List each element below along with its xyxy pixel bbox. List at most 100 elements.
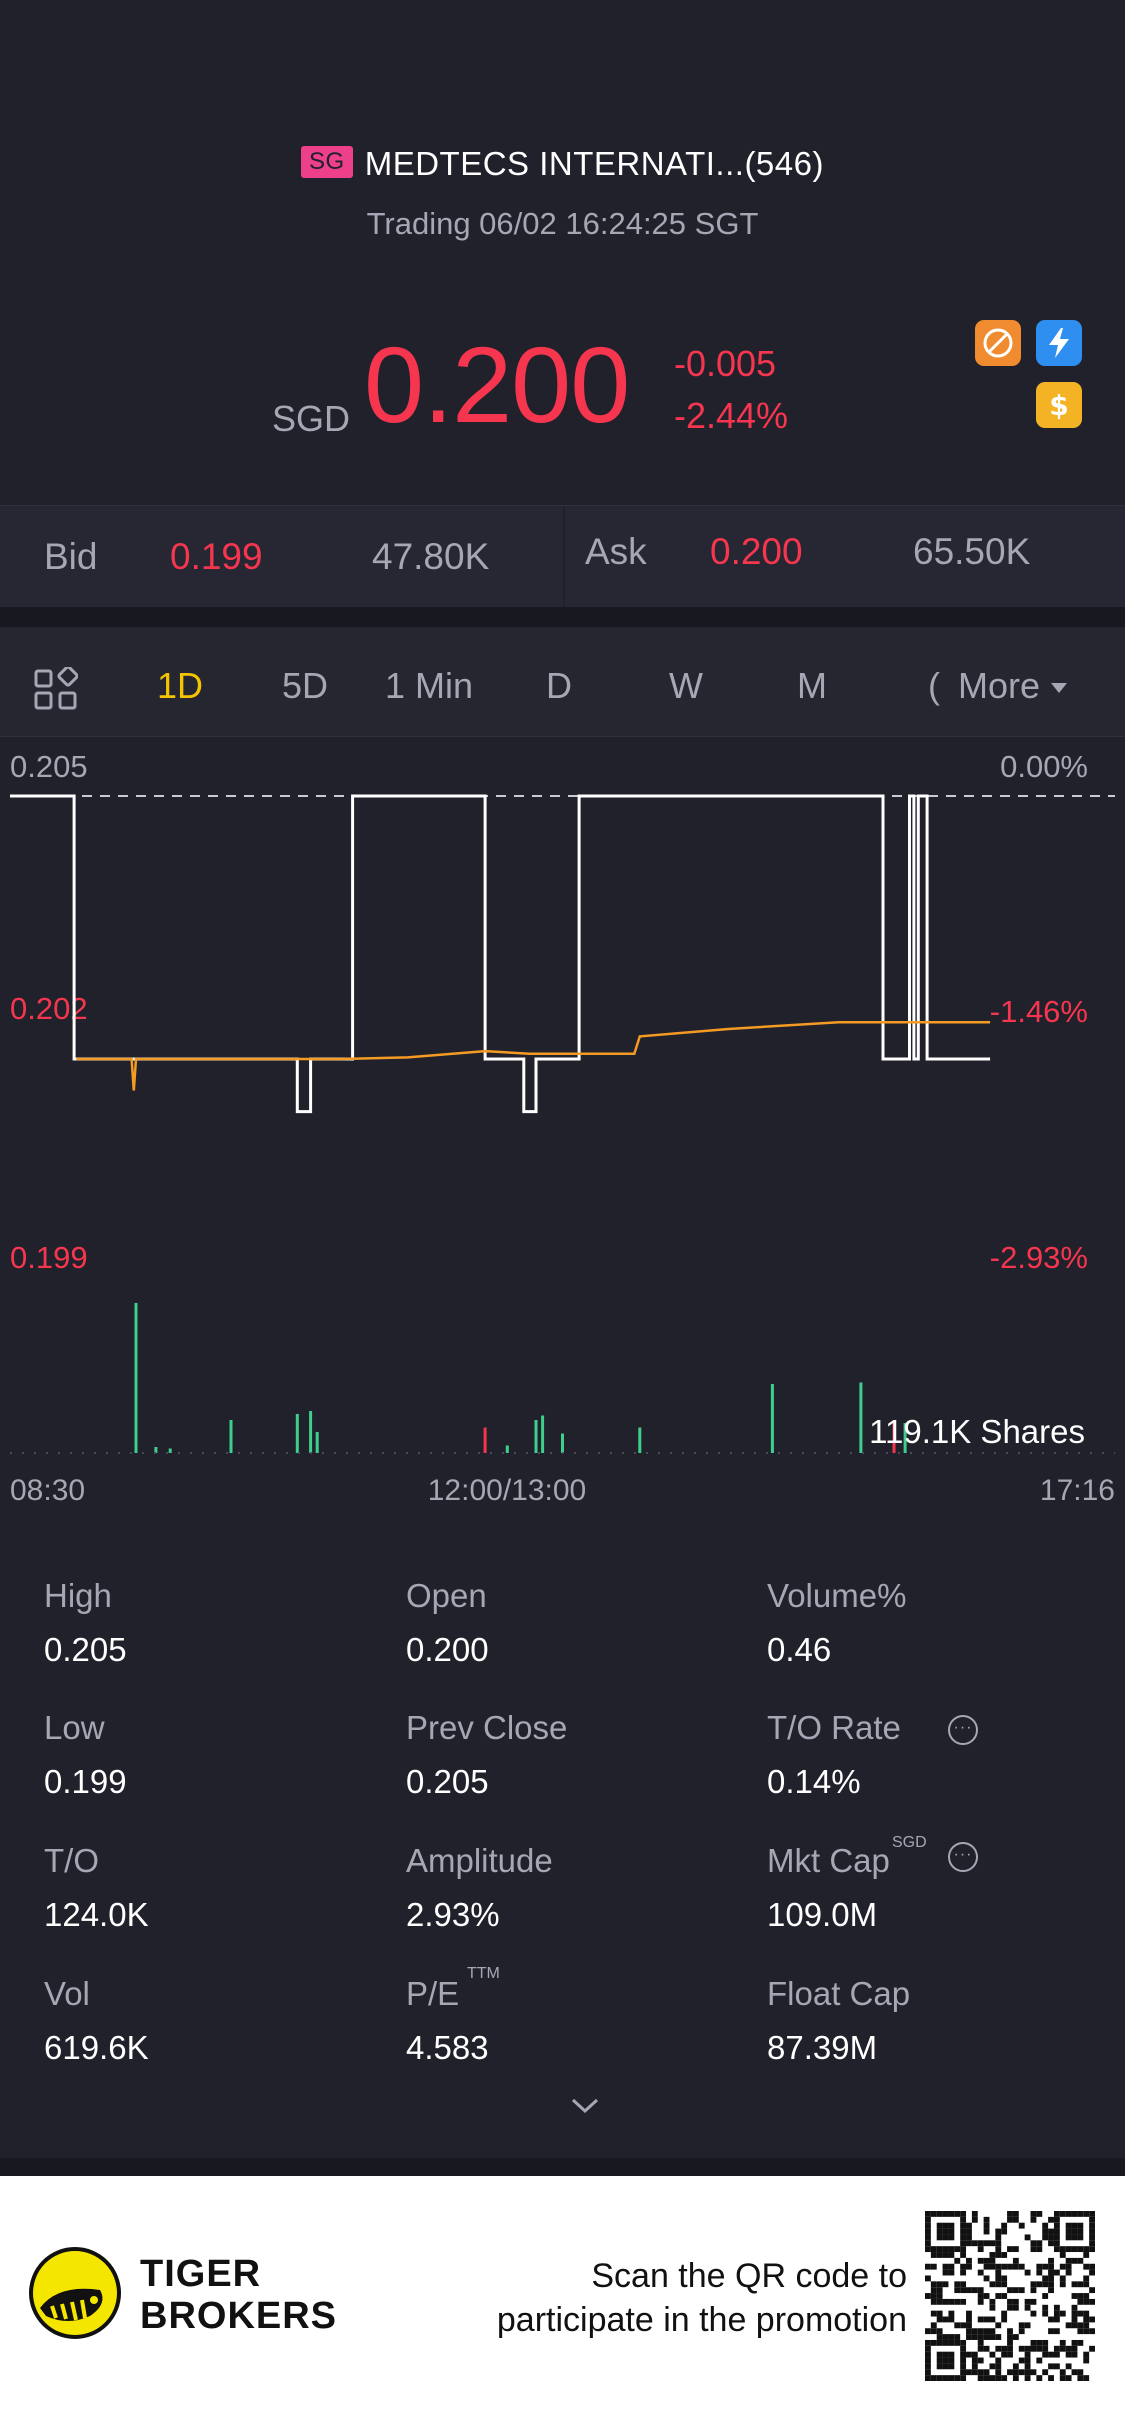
qr-module <box>1071 2228 1078 2235</box>
more-label: More <box>958 665 1041 706</box>
qr-module <box>1083 2357 1090 2364</box>
qr-module <box>960 2216 967 2223</box>
mkt-cap-info-icon[interactable]: ··· <box>948 1842 978 1872</box>
qr-module <box>960 2322 967 2329</box>
to-rate-value: 0.14% <box>767 1763 861 1800</box>
qr-module <box>948 2351 955 2358</box>
qr-module <box>1024 2369 1031 2376</box>
volume-bar <box>541 1415 545 1453</box>
qr-module <box>1007 2263 1013 2270</box>
qr-module <box>989 2263 996 2270</box>
qr-module <box>1065 2263 1072 2270</box>
qr-module <box>1083 2211 1090 2217</box>
tab-w[interactable]: W <box>669 665 703 706</box>
qr-module <box>925 2246 931 2253</box>
qr-module <box>942 2298 949 2305</box>
tab-d[interactable]: D <box>546 665 572 706</box>
qr-module <box>995 2357 1002 2364</box>
qr-module <box>1024 2351 1031 2358</box>
qr-module <box>1089 2211 1095 2217</box>
qr-module <box>1018 2345 1025 2352</box>
qr-module <box>983 2275 990 2282</box>
qr-module <box>995 2345 1002 2352</box>
qr-module <box>1048 2375 1054 2381</box>
qr-module <box>930 2211 937 2217</box>
qr-module <box>983 2228 990 2235</box>
qr-module <box>1007 2304 1013 2311</box>
qr-module <box>925 2211 931 2217</box>
qr-module <box>1053 2228 1060 2235</box>
expand-chevron-icon[interactable] <box>570 2096 600 2116</box>
tab-1d[interactable]: 1D <box>157 665 204 706</box>
qr-module <box>1071 2293 1078 2299</box>
no-short-icon[interactable] <box>975 320 1021 366</box>
tab-5d[interactable]: 5D <box>282 665 329 706</box>
tab-m[interactable]: M <box>797 665 827 706</box>
qr-module <box>1012 2375 1019 2381</box>
qr-module <box>936 2222 943 2229</box>
qr-module <box>1018 2287 1025 2294</box>
qr-module <box>995 2234 1002 2241</box>
open-value: 0.200 <box>406 1631 489 1668</box>
qr-module <box>1048 2363 1054 2370</box>
qr-module <box>1089 2316 1095 2323</box>
tab-more[interactable]: More <box>958 665 1068 707</box>
qr-module <box>936 2316 943 2323</box>
qr-module <box>1077 2228 1084 2235</box>
qr-module <box>1071 2281 1078 2288</box>
qr-module <box>1036 2345 1043 2352</box>
qr-module <box>930 2281 937 2288</box>
qr-module <box>1077 2375 1084 2381</box>
qr-module <box>1059 2252 1066 2258</box>
qr-module <box>1065 2375 1072 2381</box>
layout-grid-icon[interactable] <box>34 667 78 711</box>
qr-module <box>960 2228 967 2235</box>
qr-module <box>966 2351 972 2358</box>
qr-module <box>1083 2293 1090 2299</box>
high-value: 0.205 <box>44 1631 127 1668</box>
chart-canvas: 0.205 0.202 0.199 0.00% -1.46% -2.93% 11… <box>10 749 1115 1507</box>
promo-banner[interactable]: TIGER BROKERS Scan the QR code to partic… <box>0 2176 1125 2411</box>
to-value: 124.0K <box>44 1896 149 1933</box>
to-rate-info-icon[interactable]: ··· <box>948 1715 978 1745</box>
qr-module <box>1077 2222 1084 2229</box>
qr-module <box>977 2345 984 2352</box>
qr-code[interactable] <box>925 2211 1095 2381</box>
qr-module <box>971 2357 978 2364</box>
volume-bar <box>892 1423 896 1453</box>
intraday-chart[interactable]: 0.205 0.202 0.199 0.00% -1.46% -2.93% 11… <box>0 737 1125 1557</box>
qr-module <box>1083 2316 1090 2323</box>
qr-module <box>971 2287 978 2294</box>
qr-module <box>1007 2339 1013 2346</box>
tab-partial[interactable]: ( <box>928 665 940 706</box>
qr-module <box>948 2252 955 2258</box>
qr-module <box>942 2263 949 2270</box>
qr-module <box>1007 2351 1013 2358</box>
qr-module <box>1042 2345 1049 2352</box>
dollar-icon[interactable]: $ <box>1036 382 1082 428</box>
qr-module <box>1036 2375 1043 2381</box>
qr-module <box>1071 2316 1078 2323</box>
lightning-icon[interactable] <box>1036 320 1082 366</box>
qr-module <box>1030 2246 1037 2253</box>
qr-module <box>1001 2222 1008 2229</box>
qr-module <box>966 2316 972 2323</box>
qr-module <box>1077 2257 1084 2264</box>
change-value: -0.005 <box>674 343 777 384</box>
qr-module <box>1012 2287 1019 2294</box>
qr-module <box>966 2257 972 2264</box>
qr-module <box>1018 2263 1025 2270</box>
vol-label: Vol <box>44 1975 90 2012</box>
qr-module <box>942 2357 949 2364</box>
qr-module <box>983 2293 990 2299</box>
qr-module <box>1042 2369 1049 2376</box>
qr-module <box>989 2304 996 2311</box>
price-change: -0.005 -2.44% <box>674 338 788 442</box>
qr-module <box>995 2246 1002 2253</box>
qr-module <box>983 2222 990 2229</box>
qr-module <box>960 2345 967 2352</box>
tab-1min[interactable]: 1 Min <box>385 665 474 706</box>
qr-module <box>1089 2287 1095 2294</box>
volume-pct-label: Volume% <box>767 1577 907 1614</box>
qr-module <box>1036 2357 1043 2364</box>
